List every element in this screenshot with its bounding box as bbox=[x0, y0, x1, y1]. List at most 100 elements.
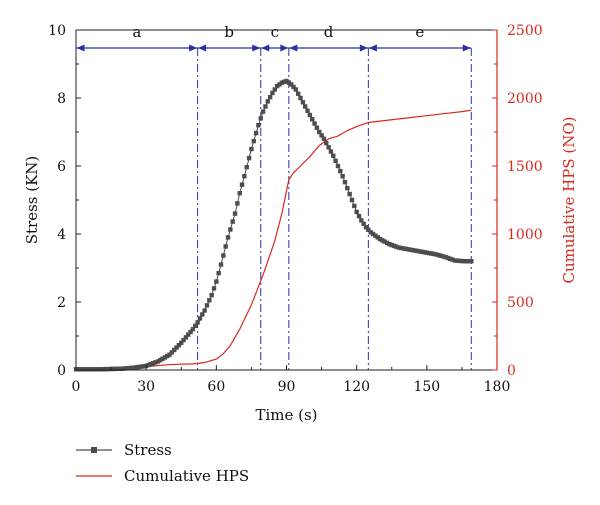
stress-marker bbox=[305, 108, 310, 113]
stress-marker bbox=[244, 164, 249, 170]
stress-marker bbox=[136, 364, 142, 370]
stress-marker bbox=[324, 140, 329, 146]
stress-marker bbox=[260, 109, 266, 114]
stress-marker bbox=[312, 121, 317, 126]
stress-marker bbox=[169, 350, 175, 355]
series-layer bbox=[73, 78, 474, 372]
stress-marker bbox=[165, 353, 170, 359]
y-axis-left-label: Stress (KN) bbox=[23, 156, 41, 245]
series-line-cumulative-hps bbox=[75, 109, 472, 371]
x-axis-label: Time (s) bbox=[255, 406, 317, 424]
stress-marker bbox=[181, 337, 186, 343]
stress-marker bbox=[127, 365, 132, 371]
stress-marker bbox=[90, 367, 95, 372]
stress-marker bbox=[403, 246, 408, 252]
stress-marker bbox=[139, 364, 144, 369]
grid-layer bbox=[197, 48, 472, 370]
stress-marker bbox=[174, 345, 179, 350]
stress-marker bbox=[87, 367, 93, 372]
stress-marker bbox=[223, 244, 228, 249]
stress-marker bbox=[270, 90, 275, 96]
stress-marker bbox=[422, 250, 427, 255]
stress-marker bbox=[450, 257, 455, 262]
stage-arrowhead-left-d bbox=[289, 44, 298, 52]
stress-marker bbox=[272, 87, 278, 92]
stress-marker bbox=[429, 251, 434, 256]
stress-marker bbox=[370, 231, 376, 237]
stage-arrows: a b c d e bbox=[76, 23, 472, 52]
stress-marker bbox=[160, 356, 165, 361]
stress-marker bbox=[106, 366, 111, 372]
stress-marker bbox=[204, 303, 210, 308]
stress-marker bbox=[286, 80, 292, 85]
stress-marker bbox=[228, 227, 233, 232]
y-tick-label-4: 8 bbox=[57, 91, 66, 107]
stress-marker bbox=[354, 209, 359, 215]
stress-marker bbox=[216, 270, 221, 276]
stress-marker bbox=[326, 145, 331, 150]
stress-marker bbox=[398, 245, 404, 251]
x-tick-label-2: 60 bbox=[207, 379, 225, 395]
series-line-stress bbox=[76, 80, 472, 370]
stress-marker bbox=[167, 352, 172, 357]
stress-marker bbox=[99, 367, 104, 372]
stress-marker bbox=[97, 367, 102, 372]
stage-arrowhead-left-c bbox=[261, 44, 270, 52]
stress-marker bbox=[361, 221, 366, 226]
y-axis-left: 0 2 4 6 8 10 bbox=[48, 23, 81, 379]
stress-marker bbox=[209, 293, 214, 298]
stress-marker bbox=[417, 249, 423, 254]
stress-marker bbox=[153, 360, 158, 365]
stress-marker bbox=[132, 365, 137, 370]
stress-marker bbox=[113, 366, 118, 372]
stress-marker bbox=[382, 239, 387, 244]
stress-marker bbox=[387, 242, 392, 247]
stress-marker bbox=[155, 359, 161, 364]
legend-stress-marker bbox=[91, 447, 97, 453]
stress-marker bbox=[389, 242, 394, 248]
stress-marker bbox=[310, 117, 315, 122]
stress-marker bbox=[76, 367, 81, 372]
stress-marker bbox=[293, 87, 299, 92]
stress-marker bbox=[298, 95, 303, 101]
stress-marker bbox=[462, 259, 467, 264]
stress-marker bbox=[380, 238, 385, 243]
stress-marker bbox=[373, 233, 378, 238]
stress-marker bbox=[104, 366, 109, 372]
legend: Stress Cumulative HPS bbox=[76, 441, 249, 485]
stress-marker bbox=[443, 254, 448, 260]
stress-marker bbox=[101, 366, 107, 372]
stress-marker bbox=[288, 82, 294, 87]
stress-marker bbox=[279, 80, 285, 85]
stress-marker bbox=[207, 298, 212, 303]
stress-marker bbox=[146, 362, 151, 368]
stress-marker bbox=[197, 316, 203, 321]
stress-marker bbox=[274, 83, 280, 89]
stress-marker bbox=[214, 279, 219, 284]
stress-marker bbox=[338, 168, 343, 174]
stress-marker bbox=[120, 366, 125, 371]
stress-marker bbox=[366, 227, 371, 232]
stress-marker bbox=[331, 153, 336, 158]
stress-marker bbox=[433, 252, 439, 257]
y-tick-label-1: 2 bbox=[57, 295, 66, 311]
x-tick-label-0: 0 bbox=[72, 379, 81, 395]
stress-marker bbox=[295, 91, 301, 96]
y2-tick-label-3: 1500 bbox=[507, 159, 543, 175]
stress-marker bbox=[85, 367, 90, 372]
x-tick-label-5: 150 bbox=[413, 379, 440, 395]
stress-marker bbox=[176, 342, 182, 348]
stress-marker bbox=[347, 191, 352, 197]
stress-marker bbox=[349, 197, 355, 203]
stress-marker bbox=[438, 253, 444, 258]
stress-marker bbox=[375, 235, 380, 240]
stress-marker bbox=[242, 174, 247, 179]
stress-marker bbox=[342, 179, 348, 185]
stress-marker bbox=[122, 366, 128, 371]
stress-marker bbox=[115, 366, 121, 371]
y-axis-right: 0 500 1000 1500 2000 2500 bbox=[492, 23, 543, 379]
stress-marker bbox=[426, 250, 432, 256]
stress-marker bbox=[249, 146, 254, 152]
y-axis-right-label: Cumulative HPS (NO) bbox=[560, 116, 578, 283]
stage-label-c: c bbox=[271, 23, 279, 41]
